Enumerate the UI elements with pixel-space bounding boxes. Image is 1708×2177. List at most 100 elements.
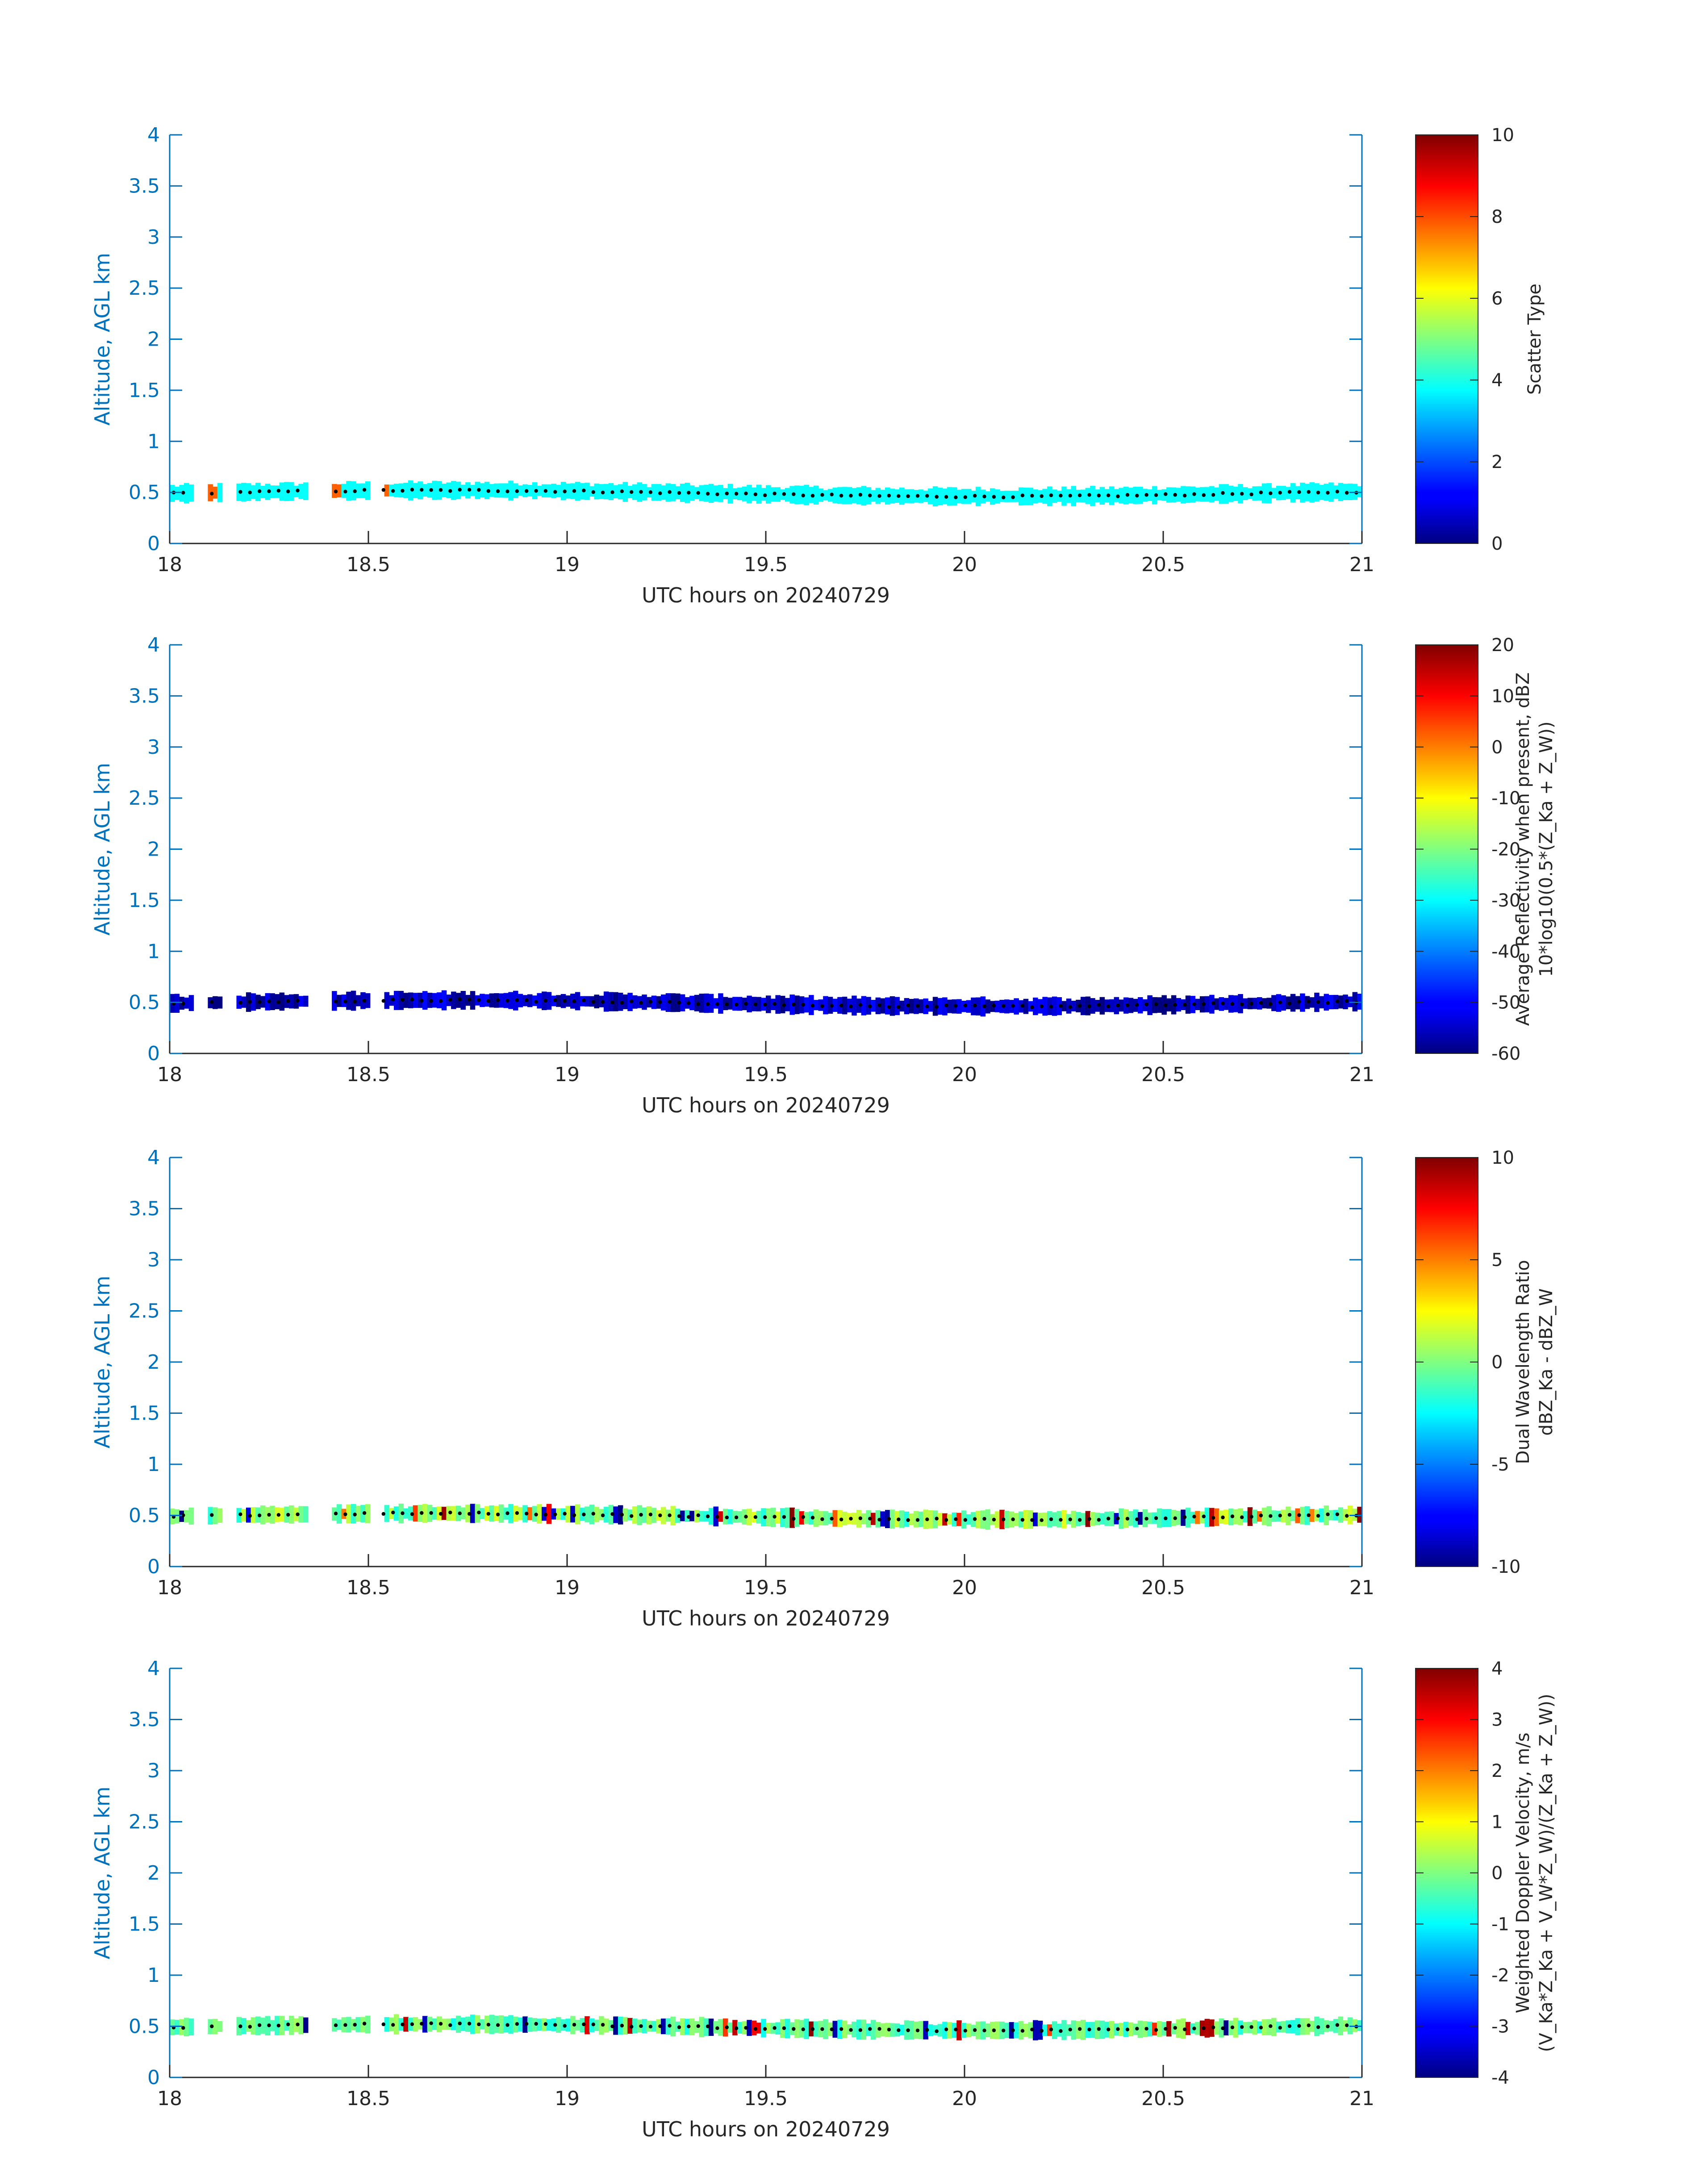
colorbar-gradient	[1415, 134, 1478, 544]
data-cell	[880, 1511, 885, 1527]
colorbar-label: Weighted Doppler Velocity, m/s	[1513, 1733, 1533, 2014]
data-cell	[642, 2019, 647, 2033]
data-cell	[832, 2021, 838, 2038]
y-tick-label: 1	[147, 1453, 160, 1476]
cloud-base-point	[1230, 2025, 1235, 2030]
data-cell	[928, 1510, 933, 1529]
cloud-base-point	[486, 2022, 491, 2027]
data-cell	[708, 2018, 714, 2036]
data-cell	[603, 484, 609, 500]
cloud-base-point	[858, 1003, 863, 1007]
data-cell	[861, 1513, 867, 1525]
cloud-base-point	[687, 1001, 691, 1005]
data-cell	[1147, 489, 1153, 501]
cloud-base-point	[1087, 1517, 1091, 1521]
data-cell	[1309, 1509, 1315, 1522]
cloud-base-point	[563, 1512, 567, 1516]
y-tick-label: 2	[147, 328, 160, 351]
data-cell	[842, 2020, 848, 2039]
cloud-base-point	[1154, 1002, 1158, 1006]
data-cell	[1119, 1508, 1124, 1529]
data-cell	[1233, 2018, 1239, 2038]
cloud-base-point	[1221, 2026, 1225, 2031]
cloud-base-point	[925, 2028, 929, 2032]
data-cell	[1090, 2022, 1095, 2038]
cloud-base-point	[744, 1515, 748, 1519]
data-cell	[899, 2025, 905, 2035]
cloud-base-point	[734, 1003, 739, 1007]
data-cell	[384, 485, 390, 497]
data-cell	[1214, 487, 1219, 501]
cloud-base-point	[543, 1513, 548, 1517]
cloud-base-point	[496, 1513, 500, 1517]
cloud-base-point	[1307, 490, 1311, 494]
data-cell	[661, 2018, 666, 2035]
data-cell	[1071, 2020, 1076, 2040]
cloud-base-point	[353, 2022, 357, 2027]
cloud-base-point	[830, 1004, 834, 1008]
data-cell	[346, 1504, 351, 1524]
data-cell	[985, 1509, 990, 1530]
data-cell	[1099, 1513, 1105, 1525]
data-cell	[1176, 488, 1181, 502]
colorbar-tick-label: -40	[1491, 941, 1520, 962]
cloud-base-point	[725, 1002, 729, 1007]
data-cell	[1271, 488, 1277, 499]
cloud-base-point	[248, 1514, 252, 1518]
x-tick-label: 20	[952, 2087, 977, 2110]
data-cell	[441, 990, 447, 1011]
cloud-base-point	[1249, 2025, 1253, 2029]
data-cell	[718, 2019, 723, 2036]
data-cell	[928, 1001, 933, 1012]
data-cell	[1252, 1509, 1257, 1524]
cloud-base-point	[1202, 1002, 1206, 1006]
data-cell	[832, 999, 838, 1012]
data-cell	[985, 999, 990, 1014]
data-cell	[346, 481, 351, 501]
cloud-base-point	[438, 2022, 443, 2026]
cloud-base-point	[1144, 1002, 1148, 1007]
cloud-base-point	[620, 2023, 624, 2028]
cloud-base-point	[1221, 1515, 1225, 1520]
cloud-base-point	[1164, 1003, 1168, 1007]
y-tick-label: 0.5	[129, 991, 160, 1014]
cloud-base-point	[1020, 2029, 1025, 2033]
cloud-base-point	[1049, 1005, 1053, 1009]
cloud-base-point	[963, 1518, 967, 1522]
data-cell	[1185, 1508, 1191, 1528]
data-cell	[680, 484, 685, 502]
y-tick-label: 2	[147, 1351, 160, 1374]
data-cell	[556, 1508, 561, 1520]
colorbar: -60 -50 -40 -30 -20 -10 0 10 20 Average Reflectiv…	[1415, 635, 1557, 1064]
data-cell	[585, 996, 590, 1007]
data-cell	[1300, 993, 1305, 1012]
data-cell	[1099, 997, 1105, 1015]
data-cell	[1243, 998, 1248, 1009]
data-cell	[441, 2018, 447, 2030]
data-cell	[1281, 2021, 1286, 2033]
cloud-base-point	[734, 1515, 739, 1520]
cloud-base-point	[1097, 1003, 1101, 1007]
cloud-base-point	[677, 1000, 681, 1005]
data-cell	[832, 487, 838, 503]
data-cell	[975, 1511, 981, 1529]
y-tick-label: 1.5	[129, 889, 160, 912]
data-cell	[432, 1507, 437, 1520]
cloud-base-point	[725, 491, 729, 496]
data-cell	[651, 1508, 657, 1523]
y-axis-label: Altitude, AGL km	[90, 1275, 114, 1448]
cloud-base-point	[553, 2023, 557, 2027]
cloud-base-point	[792, 492, 796, 496]
data-cell	[384, 992, 390, 1009]
data-cell	[727, 998, 733, 1010]
cloud-base-point	[1125, 1003, 1130, 1007]
data-cell	[289, 1505, 294, 1524]
data-cell	[241, 2018, 246, 2034]
cloud-base-point	[801, 1515, 805, 1519]
data-cell	[1233, 995, 1239, 1012]
data-cell	[1233, 1509, 1239, 1525]
cloud-base-point	[1345, 2023, 1349, 2027]
cloud-base-point	[610, 1000, 614, 1004]
cloud-base-point	[582, 2022, 586, 2027]
cloud-base-point	[648, 490, 653, 494]
